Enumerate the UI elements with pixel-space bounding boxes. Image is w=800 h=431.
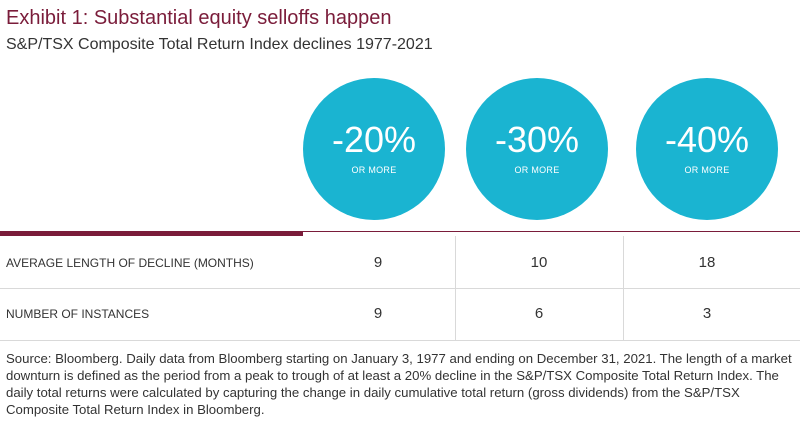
column-header-30-percent: -30% OR MORE: [466, 78, 608, 220]
source-note: Source: Bloomberg. Daily data from Bloom…: [6, 351, 792, 417]
table-cell: 9: [373, 305, 383, 322]
chart-subtitle: S&P/TSX Composite Total Return Index dec…: [6, 36, 433, 53]
table-cell: 9: [373, 254, 383, 271]
column-header-caption: OR MORE: [684, 165, 730, 175]
row-divider: [0, 340, 800, 341]
column-header-value: -30%: [494, 119, 580, 160]
column-header-caption: OR MORE: [351, 165, 397, 175]
table-cell: 18: [698, 254, 716, 271]
row-label-number-of-instances: NUMBER OF INSTANCES: [6, 307, 150, 321]
row-divider: [0, 288, 800, 289]
table-cell: 6: [534, 305, 544, 322]
chart-title: Exhibit 1: Substantial equity selloffs h…: [6, 7, 392, 29]
column-header-40-percent: -40% OR MORE: [636, 78, 778, 220]
table-cell: 3: [702, 305, 712, 322]
header-divider-accent: [0, 231, 303, 236]
header-divider: [0, 231, 800, 232]
column-header-value: -40%: [664, 119, 750, 160]
column-header-20-percent: -20% OR MORE: [303, 78, 445, 220]
column-header-value: -20%: [331, 119, 417, 160]
column-header-caption: OR MORE: [514, 165, 560, 175]
row-label-average-length: AVERAGE LENGTH OF DECLINE (MONTHS): [6, 256, 254, 270]
table-cell: 10: [530, 254, 548, 271]
